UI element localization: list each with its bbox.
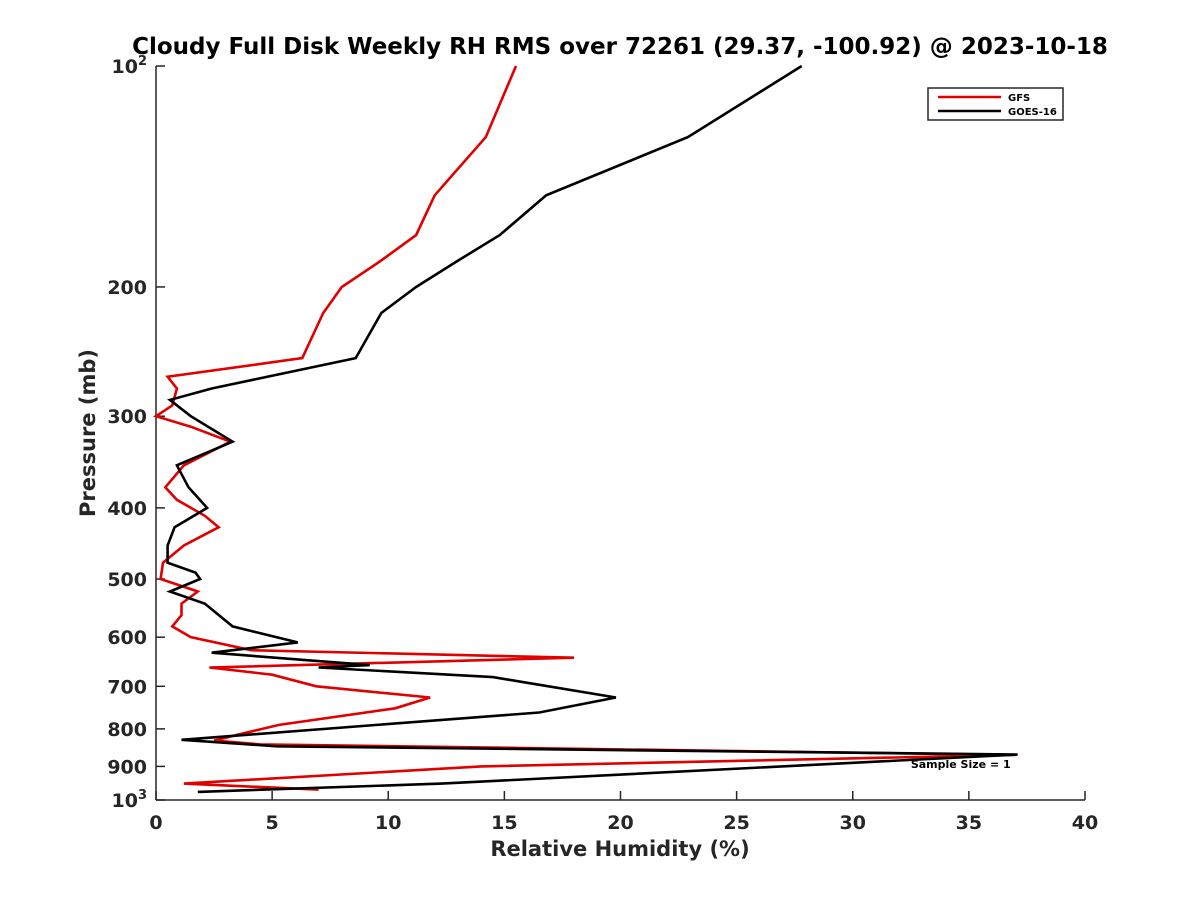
x-axis-label: Relative Humidity (%) <box>490 837 749 861</box>
legend-label: GOES-16 <box>1008 107 1057 118</box>
annotation-sample-size: Sample Size = 1 <box>911 758 1011 771</box>
legend-label: GFS <box>1008 93 1030 104</box>
series-line-goes-16 <box>166 64 1018 794</box>
x-tick-label: 10 <box>375 812 401 834</box>
series-group <box>152 64 1018 794</box>
axes: 0 5 10 15 20 25 30 35 40 102 200 300 400 500 600 700 800… <box>107 54 1098 834</box>
x-tick-label: 15 <box>491 812 517 834</box>
y-tick-label: 300 <box>107 406 147 428</box>
y-axis-label: Pressure (mb) <box>76 349 100 517</box>
y-tick-label: 600 <box>107 627 147 649</box>
x-tick-label: 5 <box>266 812 279 834</box>
x-tick-label: 35 <box>956 812 982 834</box>
x-tick-label: 20 <box>607 812 633 834</box>
x-tick-label: 40 <box>1072 812 1098 834</box>
x-tick-label: 0 <box>149 812 162 834</box>
y-tick-label: 500 <box>107 569 147 591</box>
y-tick-label: 103 <box>112 788 148 812</box>
x-tick-label: 30 <box>840 812 866 834</box>
y-tick-label: 700 <box>107 676 147 698</box>
series-line-gfs <box>152 65 1016 791</box>
y-tick-label: 400 <box>107 498 147 520</box>
y-tick-label: 200 <box>107 277 147 299</box>
y-tick-label: 102 <box>112 54 148 78</box>
annotations: Sample Size = 1 <box>911 758 1011 771</box>
legend: GFS GOES-16 <box>927 87 1064 121</box>
x-tick-label: 25 <box>723 812 749 834</box>
y-tick-label: 800 <box>107 719 147 741</box>
legend-box <box>927 87 1064 121</box>
chart-title: Cloudy Full Disk Weekly RH RMS over 7226… <box>132 34 1108 60</box>
y-tick-label: 900 <box>107 756 147 778</box>
